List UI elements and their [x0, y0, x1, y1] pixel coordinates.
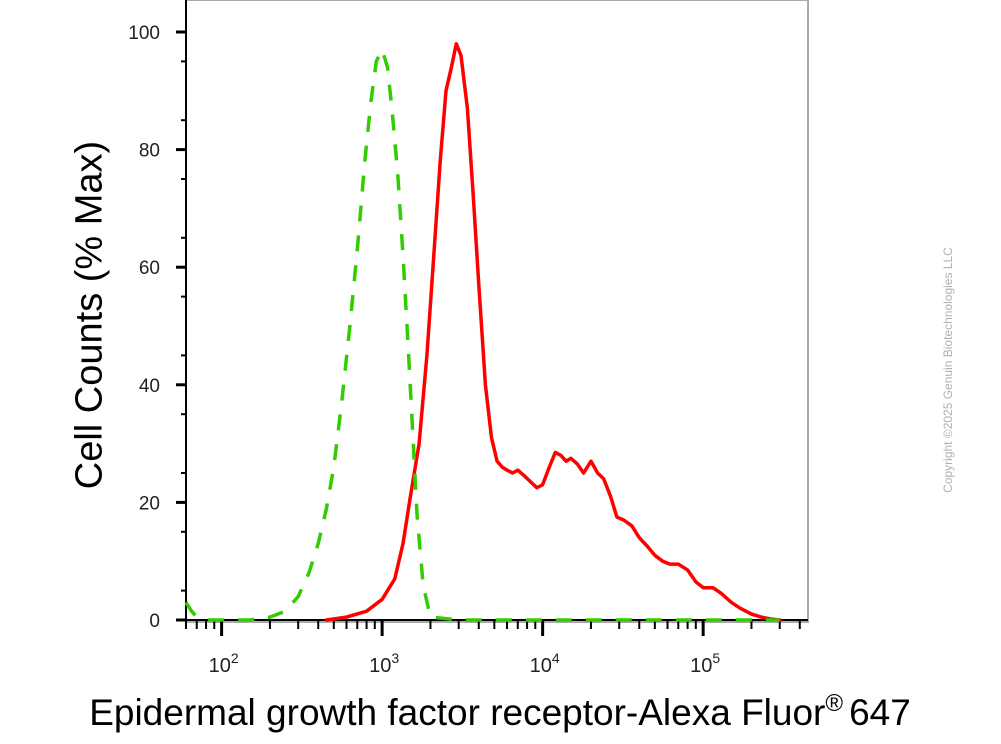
x-tick-exponent: 3	[391, 650, 399, 666]
copyright-watermark: Copyright ©2025 Genuin Biotechnologies L…	[941, 247, 955, 493]
y-tick-label: 100	[128, 23, 160, 44]
x-tick-label: 102	[209, 650, 239, 677]
x-axis: 102 103 104 105	[185, 619, 808, 677]
y-axis: 0 20 40 60 80 100	[128, 0, 187, 632]
x-tick-label: 105	[690, 650, 720, 677]
x-tick-base: 10	[209, 655, 231, 677]
series-line-solid	[324, 42, 782, 622]
x-tick-exponent: 4	[552, 650, 560, 666]
y-tick-label: 0	[149, 611, 160, 632]
x-tick-base: 10	[369, 655, 391, 677]
registered-mark: ®	[825, 690, 844, 717]
x-tick-base: 10	[530, 655, 552, 677]
series-layer	[184, 42, 782, 622]
x-tick-exponent: 5	[712, 650, 720, 666]
y-axis-label: Cell Counts (% Max)	[68, 140, 111, 490]
plot-frame	[185, 0, 809, 623]
y-tick-label: 20	[139, 493, 160, 514]
x-tick-exponent: 2	[231, 650, 239, 666]
y-tick-label: 80	[139, 141, 160, 162]
series-line-dashed	[184, 47, 780, 622]
y-tick-label: 40	[139, 376, 160, 397]
x-axis-label-main: Epidermal growth factor receptor-Alexa F…	[89, 692, 826, 733]
x-tick-base: 10	[690, 655, 712, 677]
x-tick-label: 104	[530, 650, 560, 677]
x-tick-label: 103	[369, 650, 399, 677]
y-tick-label: 60	[139, 258, 160, 279]
x-axis-label: Epidermal growth factor receptor-Alexa F…	[89, 690, 911, 734]
x-axis-label-tail: 647	[849, 692, 911, 733]
